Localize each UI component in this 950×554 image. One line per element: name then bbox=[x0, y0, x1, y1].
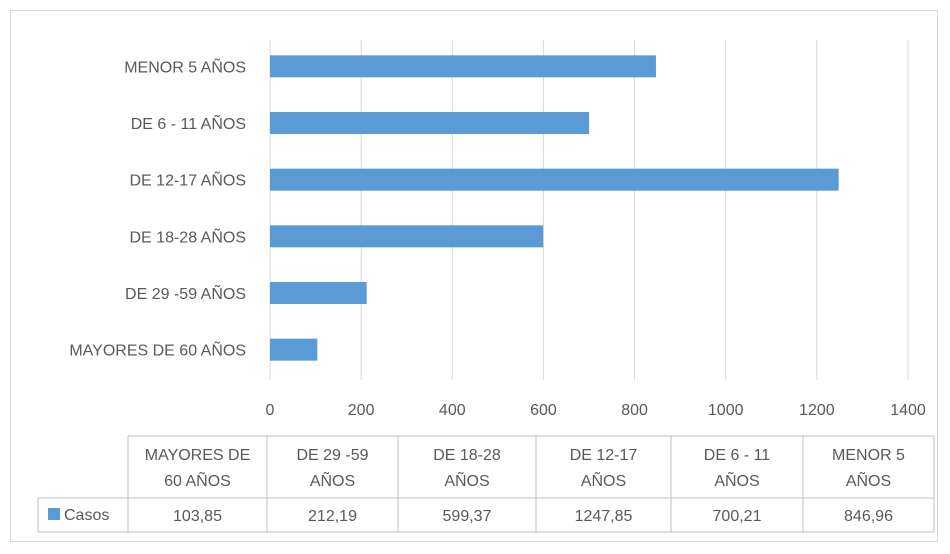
legend-series-name: Casos bbox=[64, 507, 109, 524]
bar bbox=[270, 55, 656, 78]
category-label: DE 29 -59 AÑOS bbox=[125, 283, 246, 303]
table-header-text: MENOR 5 bbox=[832, 447, 905, 464]
tick-label: 1000 bbox=[708, 402, 744, 419]
table-value: 599,37 bbox=[443, 508, 492, 525]
table-value: 846,96 bbox=[844, 508, 893, 525]
tick-label: 200 bbox=[348, 402, 375, 419]
category-label: DE 18-28 AÑOS bbox=[130, 226, 247, 246]
table-header-text: DE 29 -59 bbox=[296, 447, 368, 464]
table-header-text: AÑOS bbox=[846, 470, 891, 490]
table-header-text: AÑOS bbox=[310, 470, 355, 490]
table-header-text: 60 AÑOS bbox=[164, 470, 231, 490]
bar bbox=[270, 168, 839, 191]
table-header-text: DE 6 - 11 bbox=[704, 447, 771, 464]
tick-label: 0 bbox=[266, 402, 275, 419]
table-header-text: AÑOS bbox=[444, 470, 489, 490]
tick-label: 400 bbox=[439, 402, 466, 419]
tick-label: 800 bbox=[621, 402, 648, 419]
bar bbox=[270, 282, 367, 304]
category-label: DE 6 - 11 AÑOS bbox=[131, 113, 246, 133]
category-label: DE 12-17 AÑOS bbox=[130, 170, 247, 190]
table-header-text: DE 12-17 bbox=[570, 447, 638, 464]
table-header-text: DE 18-28 bbox=[433, 447, 501, 464]
tick-label: 1400 bbox=[890, 402, 926, 419]
table-value: 212,19 bbox=[308, 508, 357, 525]
bar bbox=[270, 112, 590, 134]
bar bbox=[270, 225, 544, 248]
table-value: 700,21 bbox=[713, 508, 762, 525]
tick-label: 600 bbox=[530, 402, 557, 419]
bar bbox=[270, 338, 318, 361]
table-value: 1247,85 bbox=[575, 508, 633, 525]
table-header-text: AÑOS bbox=[714, 470, 759, 490]
category-label: MENOR 5 AÑOS bbox=[124, 56, 246, 76]
tick-label: 1200 bbox=[799, 402, 835, 419]
category-label: MAYORES DE 60 AÑOS bbox=[69, 340, 246, 360]
table-value: 103,85 bbox=[173, 508, 222, 525]
legend-key bbox=[48, 508, 60, 520]
table-header-text: MAYORES DE bbox=[145, 447, 251, 464]
chart-frame bbox=[10, 10, 938, 542]
table-header-text: AÑOS bbox=[581, 470, 626, 490]
